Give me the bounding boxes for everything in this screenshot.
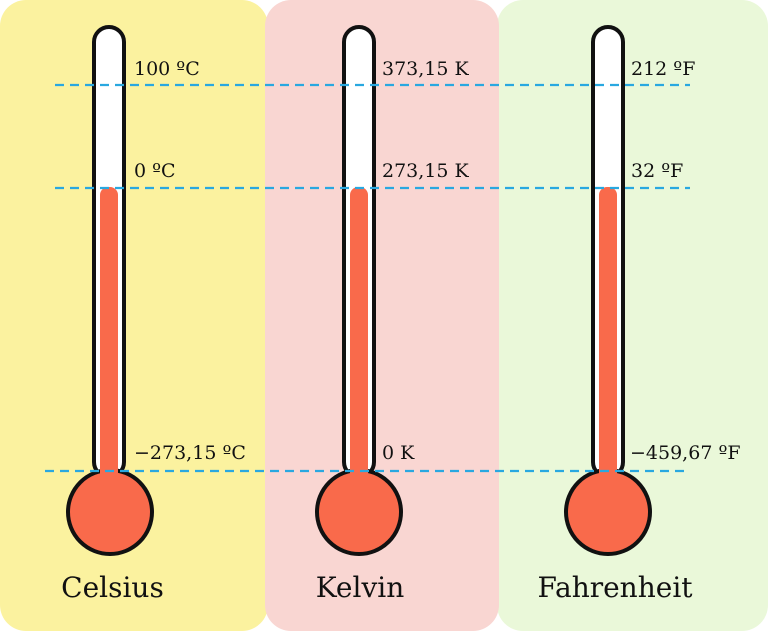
kelvin-boiling-label: 373,15 K — [382, 58, 469, 80]
kelvin-title: Kelvin — [315, 571, 405, 604]
fahrenheit-freezing-label: 32 ºF — [631, 160, 684, 182]
kelvin-absolute-zero-label: 0 K — [382, 442, 415, 464]
celsius-boiling-label: 100 ºC — [134, 58, 200, 80]
celsius-thermometer — [66, 25, 154, 556]
celsius-absolute-zero-label: −273,15 ºC — [134, 442, 246, 464]
kelvin-freezing-label: 273,15 K — [382, 160, 469, 182]
fahrenheit-mercury-column — [599, 187, 617, 487]
celsius-freezing-label: 0 ºC — [134, 160, 176, 182]
celsius-title: Celsius — [61, 571, 164, 604]
celsius-mercury-column — [100, 187, 118, 487]
fahrenheit-title: Fahrenheit — [537, 571, 693, 604]
kelvin-mercury-column — [350, 187, 368, 487]
fahrenheit-boiling-label: 212 ºF — [631, 58, 696, 80]
fahrenheit-absolute-zero-label: −459,67 ºF — [630, 442, 741, 464]
fahrenheit-thermometer — [564, 25, 652, 556]
kelvin-thermometer — [315, 25, 403, 556]
